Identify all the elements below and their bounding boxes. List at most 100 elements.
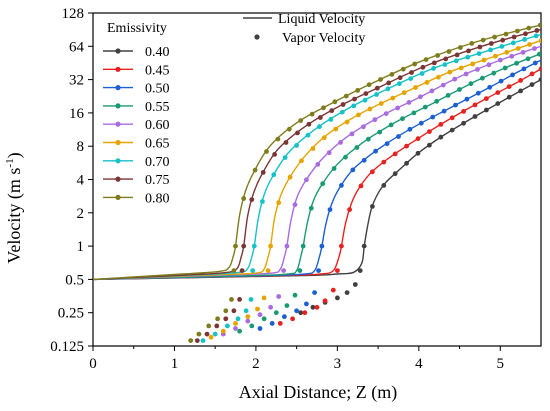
vapor-point [269, 321, 275, 326]
vapor-point [356, 112, 361, 118]
vapor-point [225, 323, 230, 329]
vapor-point [509, 53, 515, 59]
vapor-point [332, 99, 338, 105]
vapor-point [436, 74, 441, 80]
y-tick-label: 1 [77, 239, 85, 255]
vapor-point [327, 207, 333, 213]
vapor-point [363, 91, 369, 96]
vapor-point [372, 117, 378, 123]
vapor-point [374, 92, 379, 97]
vapor-point [322, 298, 328, 304]
legend-vapor-label: Vapor Velocity [282, 31, 365, 46]
vapor-point [317, 115, 323, 120]
vapor-point [315, 162, 321, 167]
vapor-point [381, 159, 387, 165]
vapor-point [206, 323, 212, 329]
vapor-point [317, 124, 322, 130]
vapor-point [537, 51, 541, 57]
vapor-point [340, 102, 346, 107]
vapor-point [418, 120, 424, 126]
vapor-point [365, 136, 371, 142]
y-tick-label: 32 [69, 73, 84, 89]
vapor-point [384, 141, 390, 147]
vapor-point [374, 85, 380, 91]
vapor-point [486, 62, 492, 68]
vapor-point [251, 243, 257, 249]
vapor-point [493, 53, 498, 59]
vapor-point [377, 129, 383, 135]
vapor-point [215, 316, 221, 322]
vapor-point [214, 323, 220, 329]
vapor-point [233, 243, 238, 249]
vapor-point [469, 41, 475, 46]
series-0.60 [93, 45, 541, 337]
legend-marker [115, 139, 121, 146]
vapor-point [526, 25, 532, 31]
vapor-point [454, 52, 460, 58]
vapor-point [514, 60, 519, 66]
y-axis-title-sup: -1 [4, 158, 16, 167]
vapor-point [412, 61, 418, 67]
vapor-point [392, 151, 398, 157]
vapor-point [431, 66, 436, 71]
vapor-point [522, 37, 528, 42]
liquid-line-0.45 [93, 68, 541, 281]
vapor-point [294, 143, 299, 148]
vapor-point [537, 22, 541, 28]
vapor-point [300, 243, 306, 249]
vapor-point [310, 304, 316, 310]
legend-label: 0.70 [145, 155, 170, 170]
vapor-point [338, 140, 343, 145]
vapor-point [249, 197, 255, 203]
legend-title: Emissivity [107, 21, 167, 36]
vapor-point [349, 131, 355, 137]
vapor-point [502, 65, 508, 71]
vapor-point [264, 149, 269, 154]
vapor-point [370, 169, 375, 175]
vapor-point [389, 72, 395, 77]
vapor-point [306, 121, 312, 127]
vapor-point [212, 331, 218, 337]
vapor-point [395, 105, 400, 111]
vapor-point [418, 94, 423, 100]
vapor-point [510, 40, 516, 46]
y-tick-label: 8 [77, 139, 85, 155]
vapor-point [484, 107, 489, 113]
vapor-point [335, 268, 340, 273]
vapor-point [284, 303, 290, 308]
vapor-point [272, 152, 277, 157]
vapor-point [237, 297, 243, 302]
vapor-point [314, 304, 320, 310]
vapor-point [347, 207, 352, 213]
vapor-point [243, 308, 249, 314]
vapor-point [335, 295, 340, 301]
vapor-point [480, 37, 486, 43]
y-tick-label: 128 [62, 6, 85, 22]
x-tick-label: 5 [497, 356, 505, 372]
vapor-point [352, 282, 358, 287]
vapor-point [533, 33, 539, 39]
vapor-point [480, 75, 485, 81]
series-0.55 [93, 51, 541, 334]
vapor-point [406, 100, 412, 105]
vapor-point [366, 82, 372, 88]
vapor-point [390, 95, 396, 101]
vapor-point [273, 310, 279, 316]
legend-liquid-label: Liquid Velocity [278, 12, 365, 27]
vapor-point [344, 290, 350, 295]
y-axis-title-close: ) [4, 152, 25, 158]
x-tick-label: 4 [415, 356, 423, 372]
axes-layer: 0 1 2 3 4 5 0.125 0.25 0.5 1 2 4 8 16 32 64 128 [50, 6, 504, 372]
vapor-point [248, 297, 254, 302]
vapor-point [304, 301, 309, 307]
vapor-point [475, 90, 481, 96]
vapor-point [261, 316, 267, 322]
legend-marker [115, 85, 121, 91]
y-tick-label: 0.125 [50, 339, 84, 355]
vapor-point [316, 268, 321, 273]
vapor-point [499, 44, 505, 49]
vapor-point [447, 69, 453, 75]
vapor-point [344, 119, 350, 125]
vapor-point [308, 205, 314, 211]
vapor-point [506, 84, 512, 89]
